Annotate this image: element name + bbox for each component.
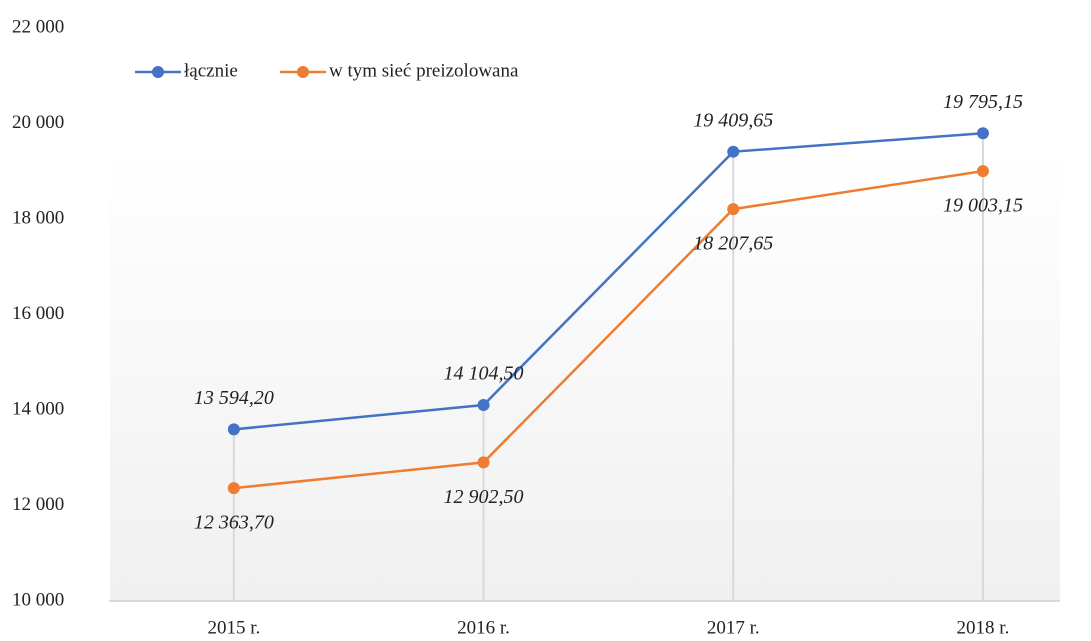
data-label: 19 795,15 <box>943 91 1023 113</box>
y-tick-label: 12 000 <box>12 494 64 515</box>
legend-marker <box>297 66 309 78</box>
data-label: 12 363,70 <box>194 512 274 534</box>
x-tick-label: 2016 r. <box>457 617 510 638</box>
data-point <box>227 482 240 495</box>
y-tick-label: 10 000 <box>12 589 64 610</box>
series-line <box>233 132 984 431</box>
legend-label: w tym sieć preizolowana <box>329 60 519 81</box>
data-point <box>227 423 240 436</box>
data-point <box>976 127 989 140</box>
data-label: 12 902,50 <box>444 486 524 508</box>
legend-marker <box>152 66 164 78</box>
data-label: 19 003,15 <box>943 195 1023 217</box>
plot-background <box>110 150 1060 601</box>
y-tick-label: 20 000 <box>12 112 64 133</box>
data-point <box>727 145 740 158</box>
y-tick-label: 14 000 <box>12 398 64 419</box>
data-point <box>976 165 989 178</box>
data-point <box>477 399 490 412</box>
y-tick-label: 18 000 <box>12 207 64 228</box>
data-point <box>727 203 740 216</box>
y-tick-label: 16 000 <box>12 303 64 324</box>
legend-label: łącznie <box>184 60 238 81</box>
x-tick-label: 2018 r. <box>957 617 1010 638</box>
data-point <box>477 456 490 469</box>
data-label: 19 409,65 <box>693 109 773 131</box>
series-line <box>233 169 984 490</box>
y-tick-label: 22 000 <box>12 16 64 37</box>
x-tick-label: 2017 r. <box>707 617 760 638</box>
data-label: 13 594,20 <box>194 387 274 409</box>
data-label: 18 207,65 <box>693 233 773 255</box>
x-tick-label: 2015 r. <box>207 617 260 638</box>
data-label: 14 104,50 <box>444 363 524 385</box>
